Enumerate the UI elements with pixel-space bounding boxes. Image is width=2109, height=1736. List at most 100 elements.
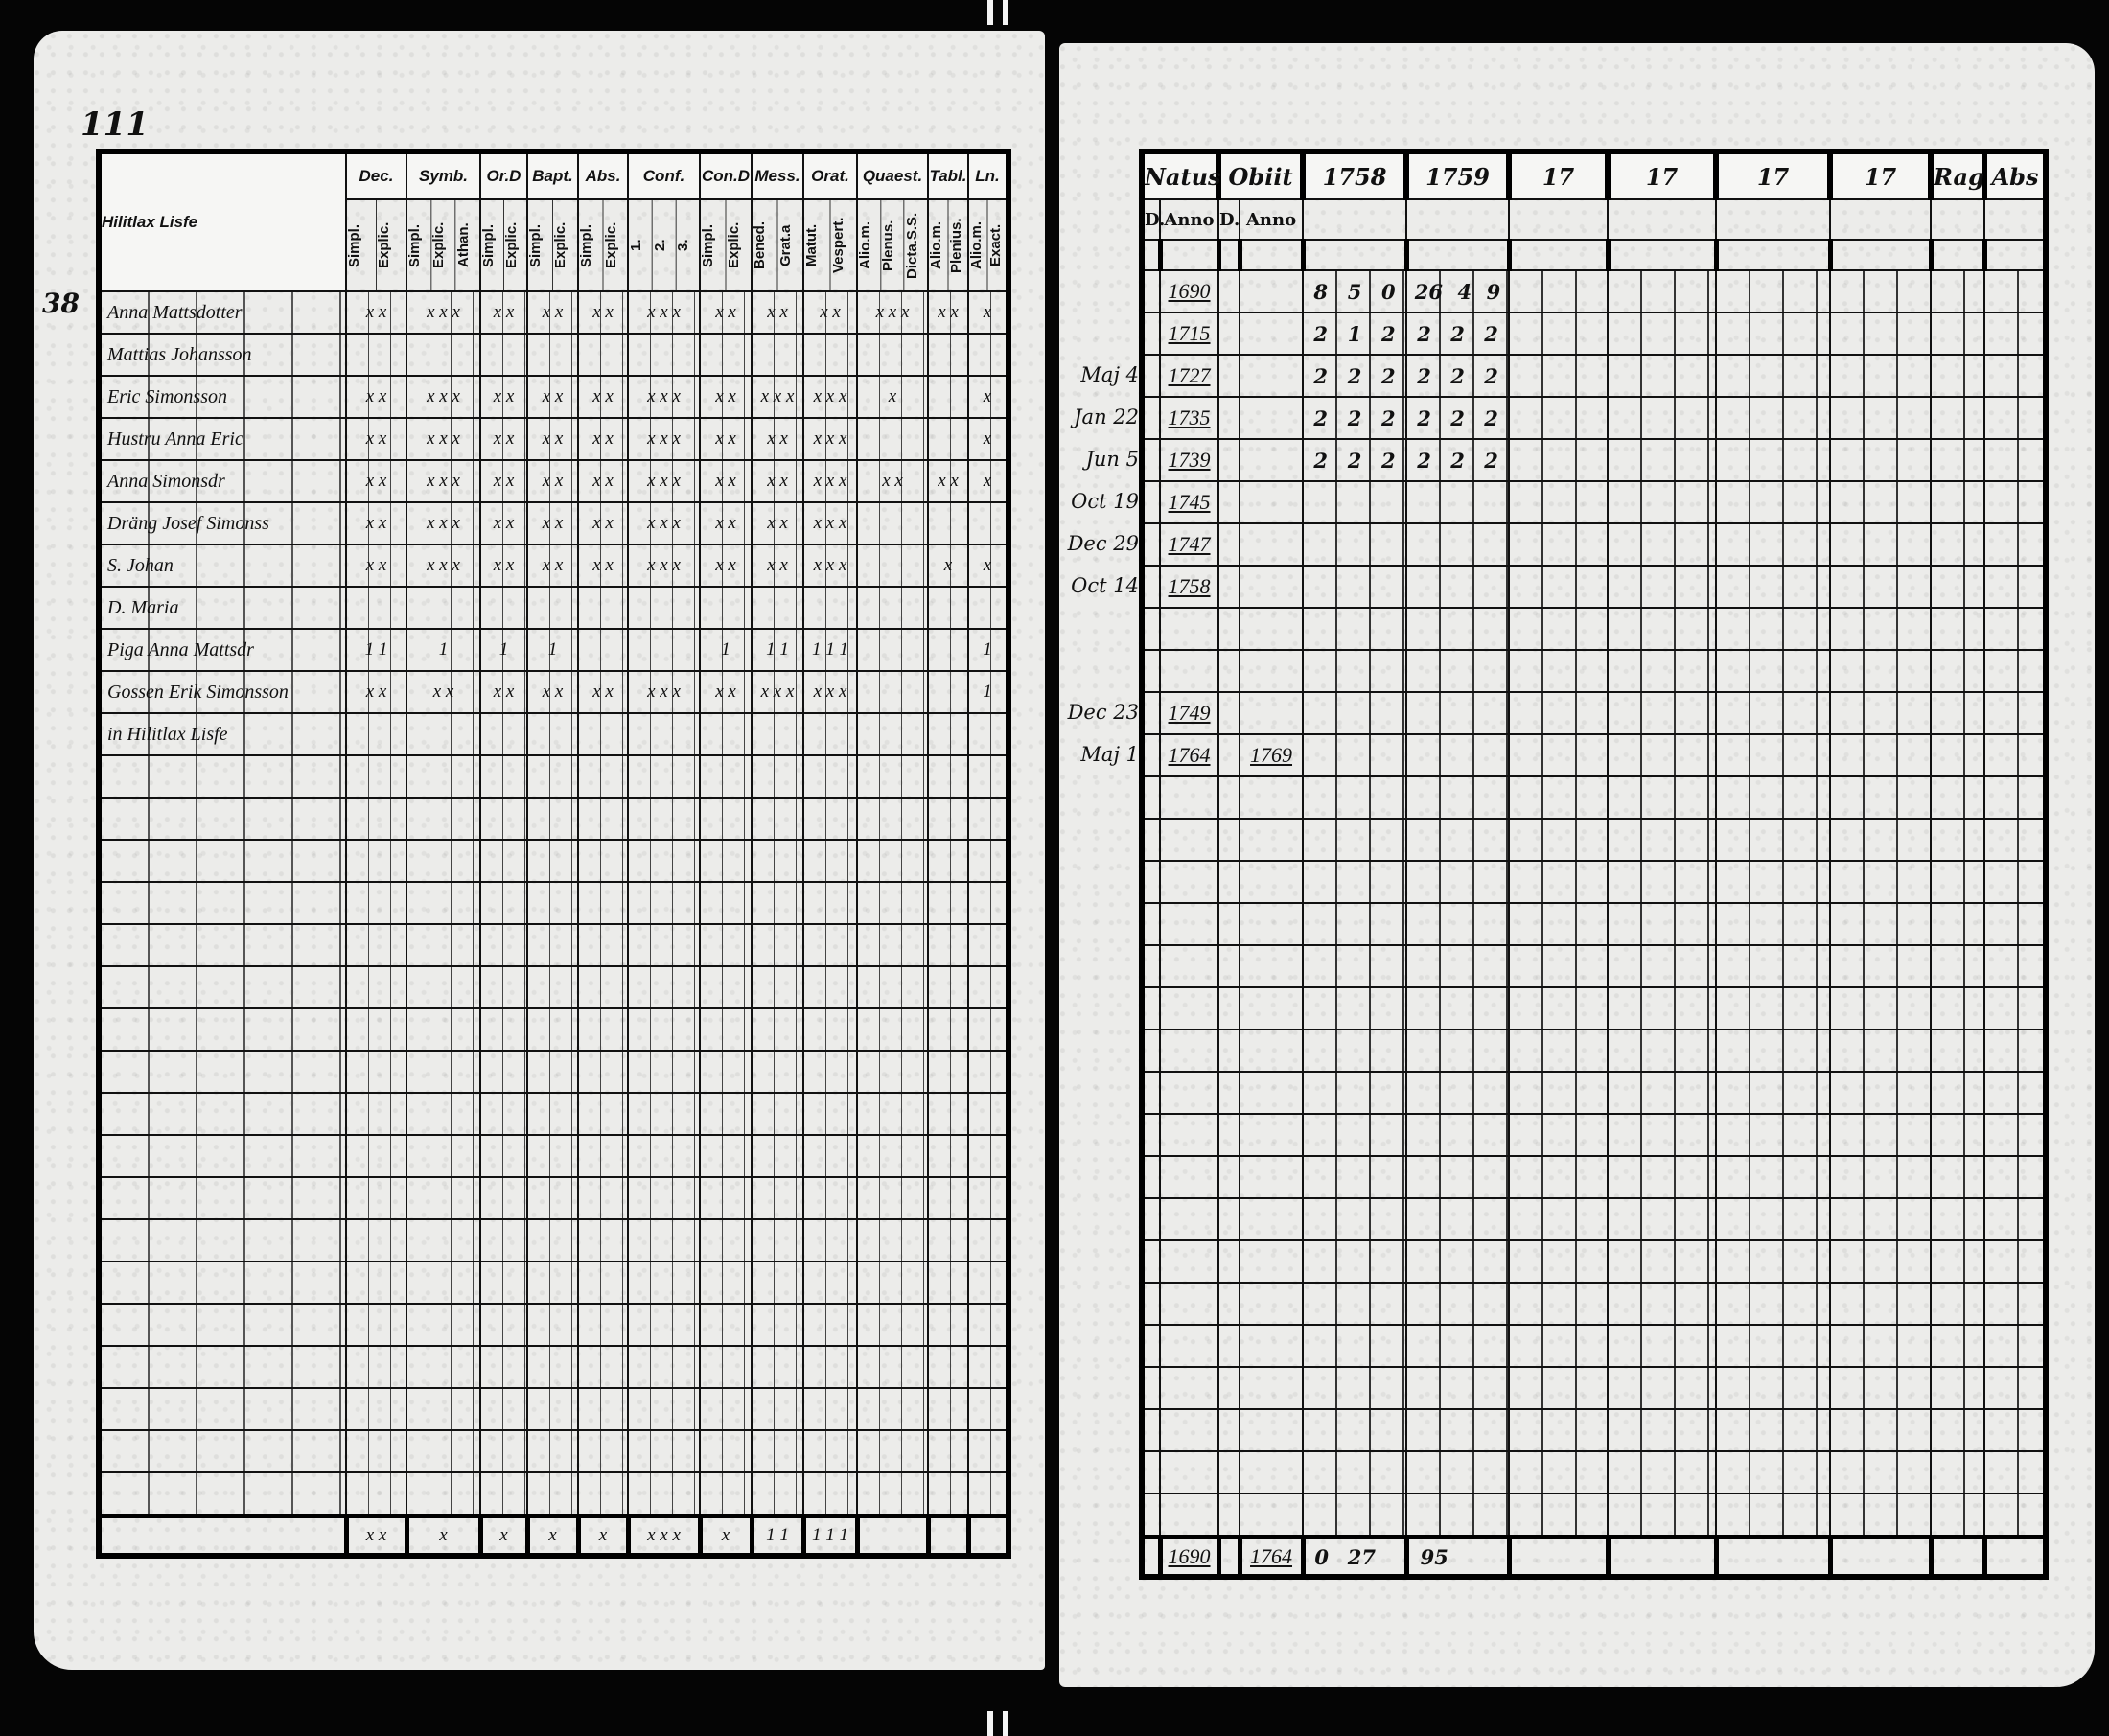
register-row: 1715 2 1 2 2 2 2 <box>1141 312 2048 356</box>
mark-cell <box>802 1092 858 1136</box>
mark-cell <box>751 1303 804 1347</box>
subcolumn-label: 1. <box>628 200 653 290</box>
mark-cell <box>699 333 753 377</box>
obiit-day-cell <box>1217 480 1241 524</box>
natus-day-cell <box>1141 1408 1161 1452</box>
exam-mark: x x x <box>813 428 847 449</box>
gutter-mark <box>1003 0 1008 25</box>
natus-day-cell: Jan 22 <box>1074 396 1161 440</box>
register-row <box>98 1218 1009 1262</box>
empty-year-cell <box>1829 944 1933 988</box>
register-row: Oct 19 1745 <box>1071 480 2048 524</box>
mark-cell <box>627 1303 701 1347</box>
grade-mark: 2 <box>1313 321 1328 346</box>
empty-year-cell <box>1607 1324 1718 1368</box>
empty-year-cell <box>1983 565 2048 609</box>
register-row: Mattias Johansson <box>98 333 1009 377</box>
exam-mark: x x <box>542 555 564 575</box>
exam-mark: x <box>888 386 897 406</box>
mark-cell <box>479 1218 528 1262</box>
mark-cell <box>699 712 753 756</box>
subcolumn-label: Bened. <box>752 200 778 290</box>
grade-mark: 2 <box>1417 363 1431 388</box>
empty-year-cell <box>1607 1366 1718 1410</box>
empty-year-cell <box>1508 480 1610 524</box>
mark-cell <box>406 1345 481 1389</box>
empty-year-cell <box>1715 1071 1832 1115</box>
empty-year-cell <box>1983 354 2048 398</box>
natus-year-cell: 1747 <box>1158 522 1220 567</box>
obiit-year-cell <box>1239 312 1305 356</box>
obiit-year-cell <box>1239 818 1305 862</box>
obiit-year-cell <box>1239 1366 1305 1410</box>
empty-year-cell <box>1508 944 1610 988</box>
name-cell: in Hilitlax Lisfe <box>98 712 347 756</box>
mark-cell <box>406 586 481 630</box>
obiit-day-cell <box>1217 522 1241 567</box>
empty-year-cell <box>1715 1113 1832 1157</box>
column-header: Conf. <box>627 150 701 200</box>
register-row: Gossen Erik Simonsson x x x x x x x x x x x x … <box>98 670 1009 714</box>
empty-year-cell <box>1983 438 2048 482</box>
obiit-year-cell <box>1239 691 1305 735</box>
empty-year-cell <box>1715 1408 1832 1452</box>
mark-cell: x x <box>699 501 753 545</box>
grade-mark: 2 <box>1450 405 1465 430</box>
year-1758-cell <box>1302 1197 1408 1241</box>
exam-mark: x x <box>767 513 788 533</box>
grade-mark: 2 <box>1381 363 1396 388</box>
mark-cell: x x <box>927 459 969 503</box>
birth-year: 1745 <box>1168 490 1211 514</box>
empty-year-cell <box>1829 1239 1933 1284</box>
register-row: Jun 5 1739 2 2 2 2 2 2 <box>1085 438 2048 482</box>
subcolumn-group: Simpl. Explic. <box>346 200 406 290</box>
mark-cell <box>699 1050 753 1094</box>
total-cell: x <box>526 1514 581 1557</box>
mark-cell <box>967 754 1009 799</box>
name-cell <box>98 1471 347 1517</box>
mark-cell <box>577 628 629 672</box>
register-row <box>98 1345 1009 1389</box>
subcolumn-blank <box>1607 198 1718 241</box>
obiit-day-cell <box>1217 1071 1241 1115</box>
empty-year-cell <box>1829 986 1933 1030</box>
mark-cell <box>927 375 969 419</box>
page-number: 111 <box>81 105 149 144</box>
exam-mark: x x x <box>647 386 681 406</box>
totals-row: 1690 1764 0 27 95 <box>1141 1535 2049 1578</box>
natus-year-cell <box>1158 1155 1220 1199</box>
birth-death-attendance-table: Natus Obiit 1758 1759 17 17 17 17 Rag Abs D. Anno D… <box>1068 149 2050 1580</box>
mark-cell <box>856 754 929 799</box>
natus-day-cell <box>1141 269 1161 313</box>
register-row <box>98 1007 1009 1052</box>
obiit-year-cell <box>1239 1324 1305 1368</box>
mark-cell: 1 <box>479 628 528 672</box>
empty-year-cell <box>1930 986 1986 1030</box>
register-row: 1690 8 5 0 26 4 9 <box>1141 269 2048 313</box>
year-1759-cell <box>1405 565 1511 609</box>
empty-year-cell <box>1508 1071 1610 1115</box>
mark-cell: 1 1 <box>345 628 407 672</box>
mark-cell <box>927 1261 969 1305</box>
exam-mark: x x <box>592 682 614 702</box>
mark-cell <box>856 628 929 672</box>
spacer-cell <box>1405 239 1512 271</box>
exam-mark: x x <box>715 302 736 322</box>
name-cell <box>98 1050 347 1094</box>
mark-cell <box>927 839 969 883</box>
empty-year-cell <box>1508 522 1610 567</box>
mark-cell <box>967 501 1009 545</box>
empty-year-cell <box>1930 775 1986 820</box>
mark-cell <box>345 586 407 630</box>
empty-year-cell <box>1930 565 1986 609</box>
exam-mark: x x <box>365 513 387 533</box>
empty-year-cell <box>1829 1366 1933 1410</box>
mark-cell <box>802 839 858 883</box>
mark-cell <box>627 754 701 799</box>
mark-cell <box>802 1007 858 1052</box>
grade-mark: 2 <box>1484 405 1498 430</box>
